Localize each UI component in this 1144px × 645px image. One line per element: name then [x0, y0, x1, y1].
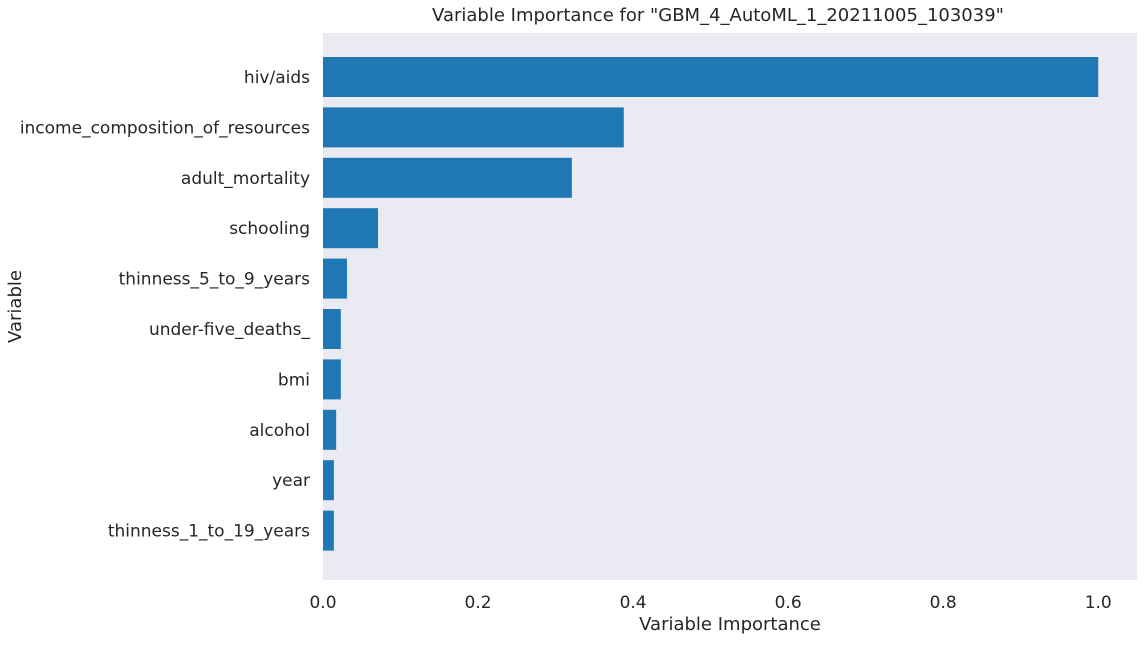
y-tick-label: income_composition_of_resources	[20, 118, 310, 138]
x-tick-label: 0.4	[620, 593, 647, 613]
y-tick-label: hiv/aids	[244, 68, 310, 88]
y-tick-label: adult_mortality	[181, 169, 310, 189]
bar-year	[323, 460, 334, 501]
bars-group	[323, 57, 1099, 551]
y-tick-label: thinness_1_to_19_years	[108, 522, 310, 542]
chart-title: Variable Importance for "GBM_4_AutoML_1_…	[432, 5, 1004, 26]
x-tick-label: 1.0	[1085, 593, 1112, 613]
bar-alcohol	[323, 409, 337, 450]
x-tick-label: 0.8	[930, 593, 957, 613]
y-tick-label: alcohol	[249, 421, 310, 441]
bar-thinness-5-to-9-years	[323, 258, 348, 299]
bar-adult-mortality	[323, 157, 572, 198]
y-tick-label: year	[272, 471, 310, 491]
bar-schooling	[323, 208, 379, 249]
bar-under-five-deaths	[323, 309, 341, 349]
y-tick-label: bmi	[278, 370, 310, 390]
x-tick-label: 0.2	[465, 593, 492, 613]
y-tick-label: thinness_5_to_9_years	[119, 270, 311, 290]
bar-income-composition-of-resources	[323, 107, 624, 148]
y-tick-labels: hiv/aids income_composition_of_resourcesa…	[20, 68, 311, 542]
bar-bmi	[323, 359, 341, 400]
x-tick-label: 0.6	[775, 593, 802, 613]
bar-thinness-1-to-19-years	[323, 510, 334, 551]
x-tick-labels: 0.0 0.2 0.4 0.6 0.8 1.0	[309, 593, 1111, 613]
x-axis-label: Variable Importance	[639, 614, 821, 635]
x-tick-label: 0.0	[309, 593, 336, 613]
bar-hiv-aids	[323, 57, 1099, 97]
y-axis-label: Variable	[5, 270, 26, 343]
y-tick-label: under-five_deaths_	[149, 320, 311, 340]
y-tick-label: schooling	[229, 219, 310, 239]
